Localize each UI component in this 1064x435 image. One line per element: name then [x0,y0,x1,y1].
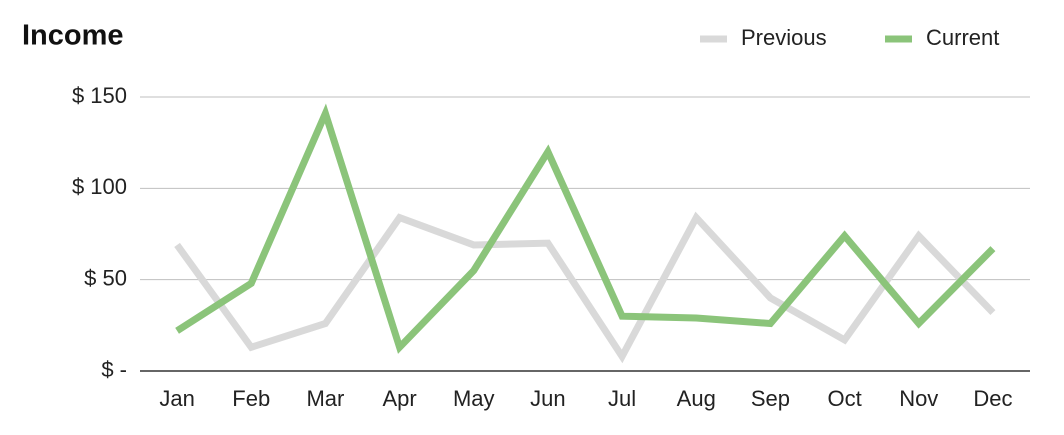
x-tick-label: Aug [677,386,716,411]
x-tick-label: Oct [827,386,861,411]
x-tick-label: Sep [751,386,790,411]
x-tick-label: Mar [306,386,344,411]
x-tick-label: Jun [530,386,565,411]
y-tick-label: $ 100 [72,174,127,199]
chart-title: Income [22,20,124,52]
x-tick-label: Apr [382,386,416,411]
series-line [175,103,996,354]
legend-label: Previous [741,25,827,50]
x-tick-label: Dec [973,386,1012,411]
x-tick-label: Nov [899,386,938,411]
legend-label: Current [926,25,999,50]
x-tick-label: May [453,386,495,411]
y-tick-label: $ - [101,357,127,382]
x-tick-label: Jul [608,386,636,411]
x-tick-label: Jan [159,386,194,411]
y-tick-label: $ 50 [84,265,127,290]
x-tick-label: Feb [232,386,270,411]
y-tick-label: $ 150 [72,83,127,108]
series-line [174,211,996,364]
